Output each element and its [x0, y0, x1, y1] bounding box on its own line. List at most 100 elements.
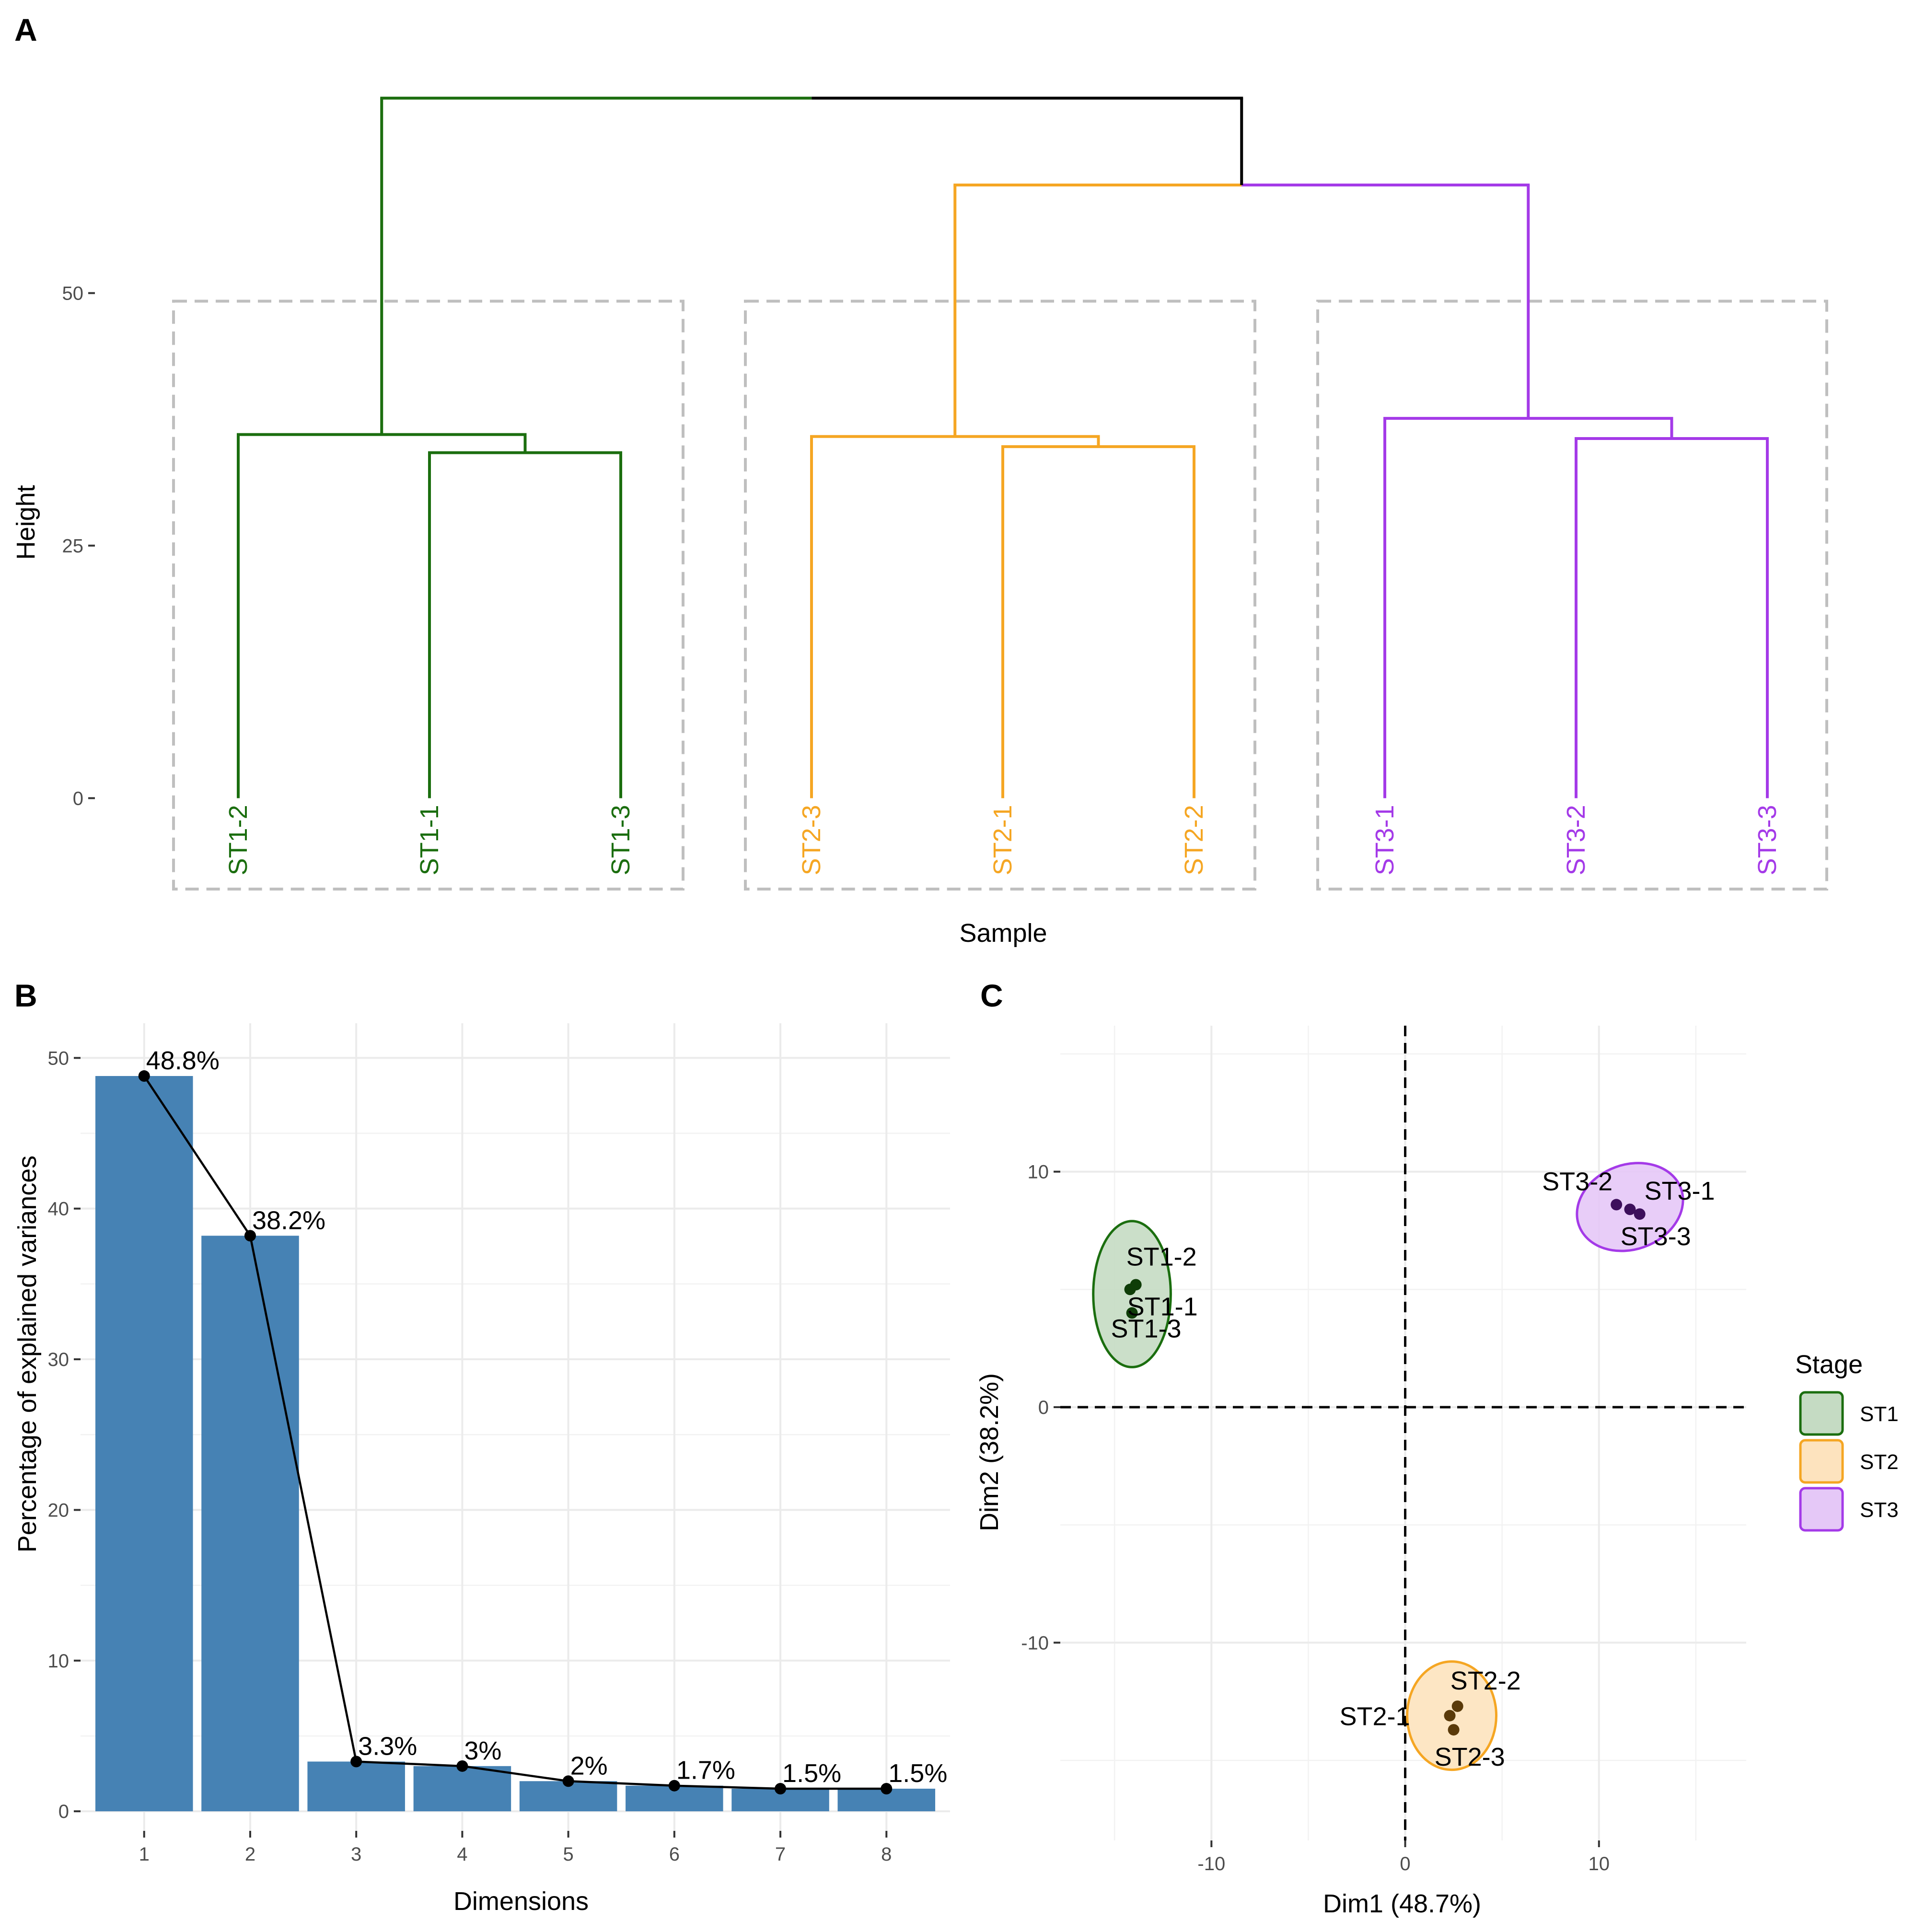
scree-y-tick-label: 30	[48, 1349, 70, 1370]
scree-x-tick-label: 2	[245, 1844, 255, 1865]
pca-point-label: ST1-2	[1126, 1242, 1197, 1271]
dendrogram-leaf-label: ST1-1	[415, 805, 444, 875]
scree-point	[456, 1760, 468, 1772]
pca-point	[1451, 1700, 1463, 1712]
scree-value-label: 1.5%	[888, 1759, 947, 1788]
scree-x-tick-label: 6	[669, 1844, 680, 1865]
scree-value-label: 2%	[570, 1751, 608, 1780]
pca-panel: ST1-1 ST1-2 ST1-3 ST2-1 ST2-2 ST2-3 ST3-1 ST3-2…	[975, 1026, 1899, 1918]
pca-y-tick-label: -10	[1021, 1632, 1049, 1654]
scree-bar	[95, 1076, 193, 1812]
scree-y-label: Percentage of explained variances	[13, 1156, 42, 1553]
pca-point-label: ST3-3	[1621, 1222, 1691, 1251]
panel-label-b: B	[14, 978, 37, 1013]
pca-x-tick-label: 10	[1589, 1853, 1610, 1874]
cluster-box-1	[172, 300, 684, 891]
legend-swatch-st3	[1799, 1487, 1844, 1532]
legend-label-st3: ST3	[1860, 1498, 1899, 1522]
dendrogram-leaf-label: ST2-3	[797, 805, 826, 875]
scree-value-label: 48.8%	[146, 1046, 220, 1075]
scree-x-tick-label: 5	[563, 1844, 573, 1865]
pca-point-label: ST3-1	[1644, 1177, 1715, 1205]
pca-point	[1611, 1199, 1623, 1211]
pca-x-tick-label: 0	[1400, 1853, 1410, 1874]
scree-x-tick-label: 8	[881, 1844, 892, 1865]
scree-point	[775, 1782, 787, 1794]
scree-y-tick-label: 0	[58, 1801, 69, 1822]
scree-x-tick-label: 4	[457, 1844, 467, 1865]
pca-x-label: Dim1 (48.7%)	[1323, 1889, 1481, 1918]
scree-x-tick-label: 3	[351, 1844, 361, 1865]
pca-point-label: ST1-3	[1111, 1314, 1182, 1343]
dendrogram-panel: 0 25 50 ST1-2 ST1-1 ST1-3 ST2-3 ST2-1 ST2-2 ST3-…	[12, 96, 1828, 948]
pca-axes: -10 0 10 -10 0 10	[1021, 1162, 1610, 1874]
dendrogram-y-tick-label: 25	[62, 535, 84, 556]
scree-line	[138, 1070, 893, 1794]
dendrogram-x-label: Sample	[959, 919, 1047, 948]
pca-points	[1124, 1199, 1646, 1736]
dendrogram-leaf-label: ST2-2	[1180, 805, 1208, 875]
scree-y-tick-label: 40	[48, 1199, 70, 1220]
scree-y-tick-label: 20	[48, 1500, 70, 1521]
legend-swatch-st2	[1799, 1439, 1844, 1484]
scree-value-labels: 48.8% 38.2% 3.3% 3% 2% 1.7% 1.5% 1.5%	[146, 1046, 948, 1788]
scree-x-tick-label: 7	[775, 1844, 786, 1865]
pca-point	[1448, 1724, 1460, 1736]
pca-point	[1624, 1203, 1636, 1215]
pca-legend: Stage ST1 ST2 ST3	[1795, 1350, 1899, 1532]
dendrogram-y-label: Height	[12, 485, 40, 560]
scree-value-label: 3.3%	[358, 1732, 417, 1760]
dendrogram-leaf-label: ST1-3	[606, 805, 635, 875]
pca-point-label: ST2-1	[1340, 1702, 1410, 1731]
dendrogram-leaf-label: ST1-2	[224, 805, 253, 875]
pca-point-labels: ST1-1 ST1-2 ST1-3 ST2-1 ST2-2 ST2-3 ST3-1 ST3-2…	[1111, 1167, 1715, 1771]
legend-title: Stage	[1795, 1350, 1863, 1379]
scree-point	[244, 1230, 256, 1242]
dendrogram-leaf-label: ST3-1	[1370, 805, 1399, 875]
dendrogram-leaf-labels: ST1-2 ST1-1 ST1-3 ST2-3 ST2-1 ST2-2 ST3-1 ST3-2…	[224, 805, 1782, 875]
legend-label-st2: ST2	[1860, 1450, 1899, 1474]
scree-bar	[307, 1761, 405, 1812]
pca-plot-background	[1060, 1026, 1746, 1840]
scree-plot-panel: 48.8% 38.2% 3.3% 3% 2% 1.7% 1.5% 1.5% 0 10 20 30 40…	[13, 1023, 950, 1916]
dendrogram-leaf-label: ST3-3	[1753, 805, 1782, 875]
scree-value-label: 1.7%	[676, 1756, 735, 1785]
pca-grid	[1060, 1026, 1746, 1840]
panel-label-c: C	[980, 978, 1003, 1013]
scree-axes: 0 10 20 30 40 50 1 2 3 4 5 6 7 8	[48, 1048, 892, 1865]
pca-point-label: ST3-2	[1542, 1167, 1612, 1196]
scree-point	[881, 1782, 893, 1794]
pca-zero-lines	[1060, 1026, 1746, 1840]
scree-bars	[95, 1076, 936, 1812]
dendrogram-y-tick-label: 50	[62, 283, 84, 304]
panel-label-a: A	[14, 12, 37, 47]
dendrogram-leaf-label: ST3-2	[1562, 805, 1590, 875]
dendrogram-y-tick-label: 0	[73, 788, 83, 809]
pca-point-label: ST1-1	[1127, 1292, 1198, 1321]
scree-point	[562, 1775, 574, 1787]
scree-value-label: 38.2%	[252, 1206, 325, 1235]
scree-x-tick-label: 1	[139, 1844, 150, 1865]
pca-point	[1126, 1307, 1138, 1319]
scree-value-label: 3%	[464, 1736, 501, 1765]
cluster-boxes	[172, 300, 1828, 891]
scree-bar	[201, 1236, 299, 1812]
cluster-box-2	[744, 300, 1256, 891]
pca-point	[1444, 1710, 1456, 1722]
cluster-box-3	[1316, 300, 1828, 891]
scree-point	[350, 1756, 362, 1768]
pca-y-tick-label: 0	[1038, 1397, 1049, 1418]
pca-point	[1634, 1208, 1646, 1220]
pca-point-label: ST2-3	[1435, 1743, 1505, 1771]
scree-point	[668, 1780, 680, 1792]
scree-bar	[413, 1766, 511, 1812]
pca-x-tick-label: -10	[1197, 1853, 1225, 1874]
legend-label-st1: ST1	[1860, 1402, 1899, 1426]
pca-y-tick-label: 10	[1028, 1162, 1049, 1183]
legend-swatch-st1	[1799, 1391, 1844, 1436]
pca-point-label: ST2-2	[1450, 1666, 1521, 1695]
scree-value-label: 1.5%	[782, 1759, 841, 1788]
scree-trend-line	[143, 1075, 887, 1790]
dendrogram-y-axis: 0 25 50	[62, 283, 95, 809]
